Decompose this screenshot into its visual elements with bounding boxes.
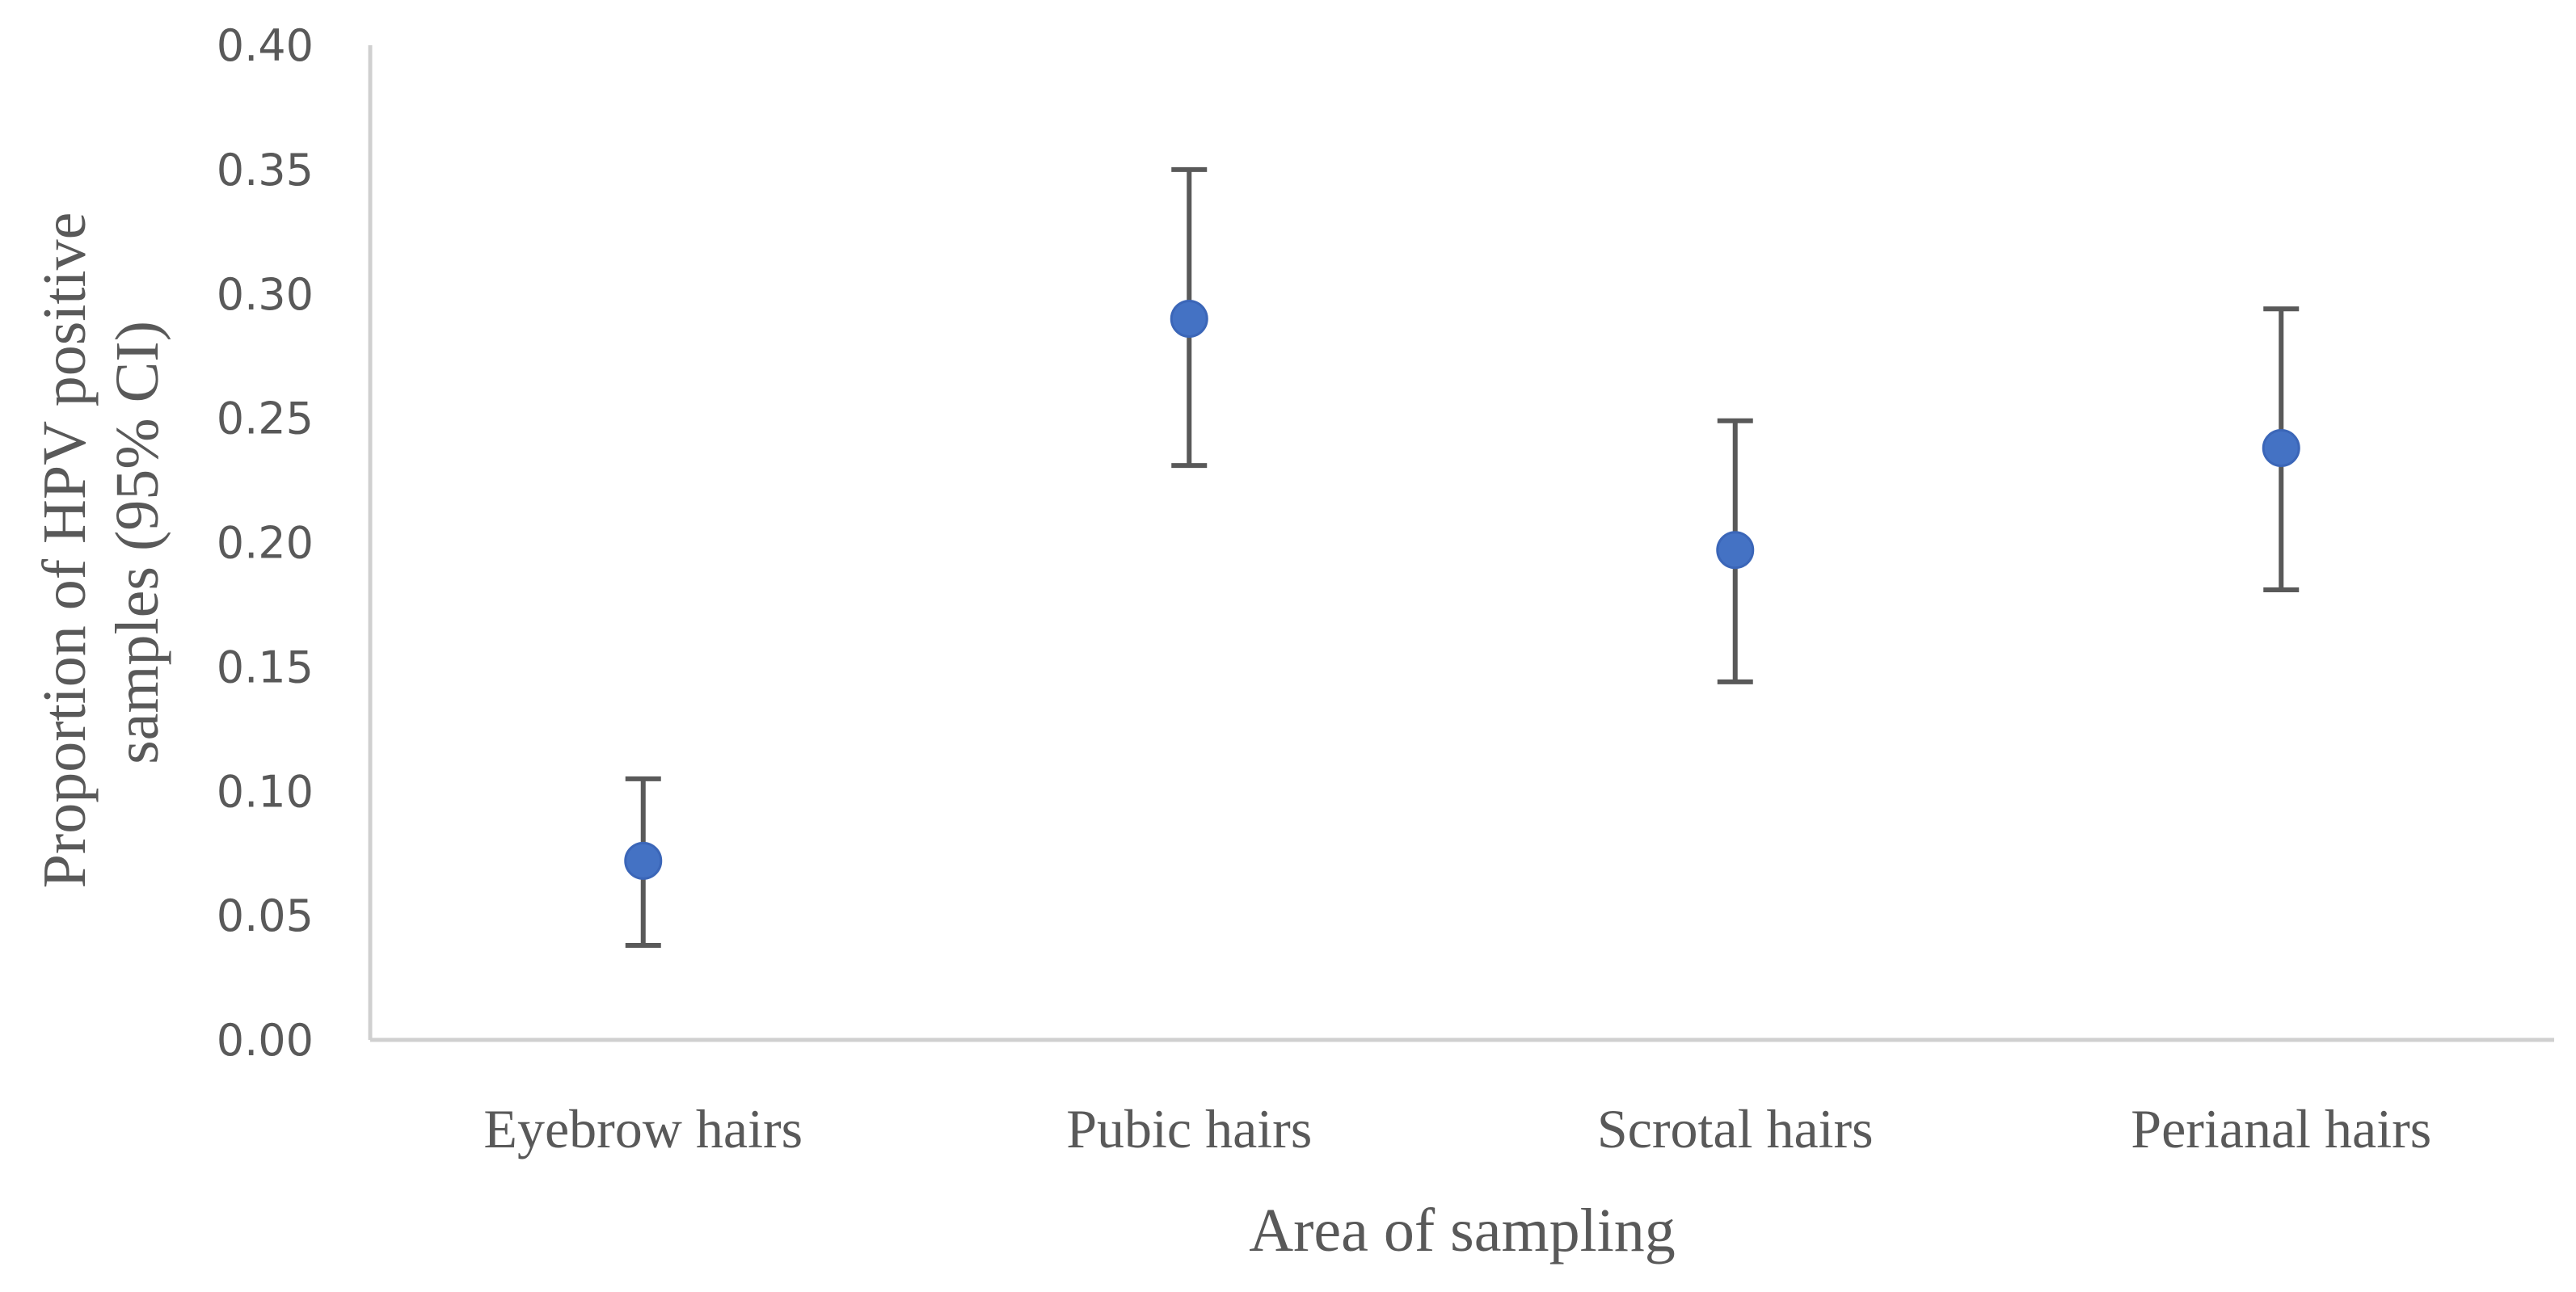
x-category-label: Eyebrow hairs — [483, 1098, 803, 1159]
error-bars — [625, 166, 2300, 949]
y-axis-title-line-1: Proportion of HPV positive — [31, 213, 99, 889]
x-category-label: Perianal hairs — [2131, 1098, 2431, 1159]
y-tick-label: 0.10 — [217, 766, 314, 817]
y-tick-label: 0.00 — [217, 1015, 314, 1066]
data-points — [624, 300, 2300, 880]
data-point — [1170, 300, 1208, 339]
data-point — [624, 841, 663, 880]
y-tick-label: 0.15 — [217, 642, 314, 692]
y-axis-title: Proportion of HPV positive samples (95% … — [31, 197, 171, 889]
data-point — [2262, 429, 2300, 468]
y-tick-labels: 0.00 0.05 0.10 0.15 0.20 0.25 0.30 0.35 0.40 — [217, 20, 314, 1066]
x-axis-title: Area of sampling — [1249, 1197, 1676, 1265]
x-category-labels: Eyebrow hairs Pubic hairs Scrotal hairs Per… — [483, 1098, 2431, 1159]
y-tick-label: 0.20 — [217, 518, 314, 569]
y-axis-title-line-2: samples (95% CI) — [103, 321, 171, 764]
y-tick-label: 0.05 — [217, 890, 314, 941]
data-point — [1716, 531, 1755, 570]
y-tick-label: 0.25 — [217, 393, 314, 444]
y-tick-label: 0.40 — [217, 20, 314, 71]
y-tick-label: 0.35 — [217, 145, 314, 196]
y-tick-label: 0.30 — [217, 269, 314, 320]
x-category-label: Scrotal hairs — [1597, 1098, 1874, 1159]
x-category-label: Pubic hairs — [1066, 1098, 1312, 1159]
